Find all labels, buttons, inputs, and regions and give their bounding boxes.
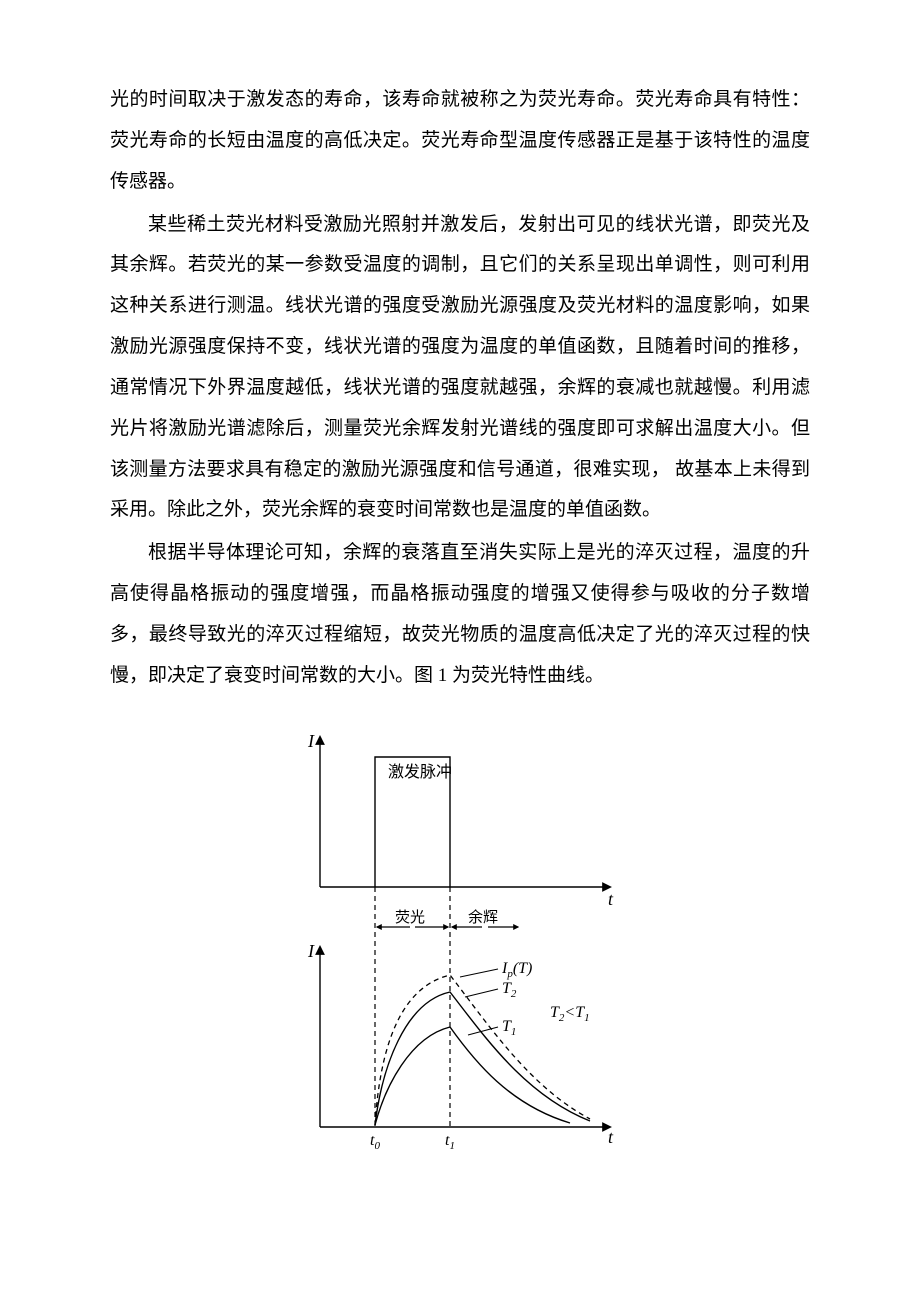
leader-t2 — [465, 989, 498, 997]
curve-t1 — [375, 1027, 570, 1125]
figure-1: I t 激发脉冲 荧光 余辉 I t t0 t1 — [110, 727, 810, 1157]
top-x-label: t — [608, 889, 614, 909]
pulse-label: 激发脉冲 — [388, 763, 452, 781]
t1-curve-label: T1 — [502, 1018, 516, 1038]
page: 光的时间取决于激发态的寿命，该寿命就被称之为荧光寿命。荧光寿命具有特性：荧光寿命… — [0, 0, 920, 1217]
t0-label: t0 — [370, 1132, 380, 1152]
top-y-label: I — [307, 731, 315, 751]
curve-ip — [375, 975, 590, 1125]
leader-ip — [460, 969, 498, 977]
paragraph-2: 某些稀土荧光材料受激励光照射并激发后，发射出可见的线状光谱，即荧光及其余辉。若荧… — [110, 205, 810, 532]
paragraph-1: 光的时间取决于激发态的寿命，该寿命就被称之为荧光寿命。荧光寿命具有特性：荧光寿命… — [110, 80, 810, 203]
inequality-label: T2<T1 — [550, 1004, 590, 1024]
ip-label: Ip(T) — [501, 960, 532, 980]
t2-curve-label: T2 — [502, 980, 517, 1000]
paragraph-3: 根据半导体理论可知，余辉的衰落直至消失实际上是光的淬灭过程，温度的升高使得晶格振… — [110, 533, 810, 696]
fluorescence-curve-svg: I t 激发脉冲 荧光 余辉 I t t0 t1 — [260, 727, 660, 1157]
fluor-label: 荧光 — [395, 909, 425, 926]
bot-x-label: t — [608, 1127, 614, 1147]
t1-label: t1 — [445, 1132, 455, 1152]
bot-y-label: I — [307, 941, 315, 961]
afterglow-label: 余辉 — [468, 908, 498, 926]
